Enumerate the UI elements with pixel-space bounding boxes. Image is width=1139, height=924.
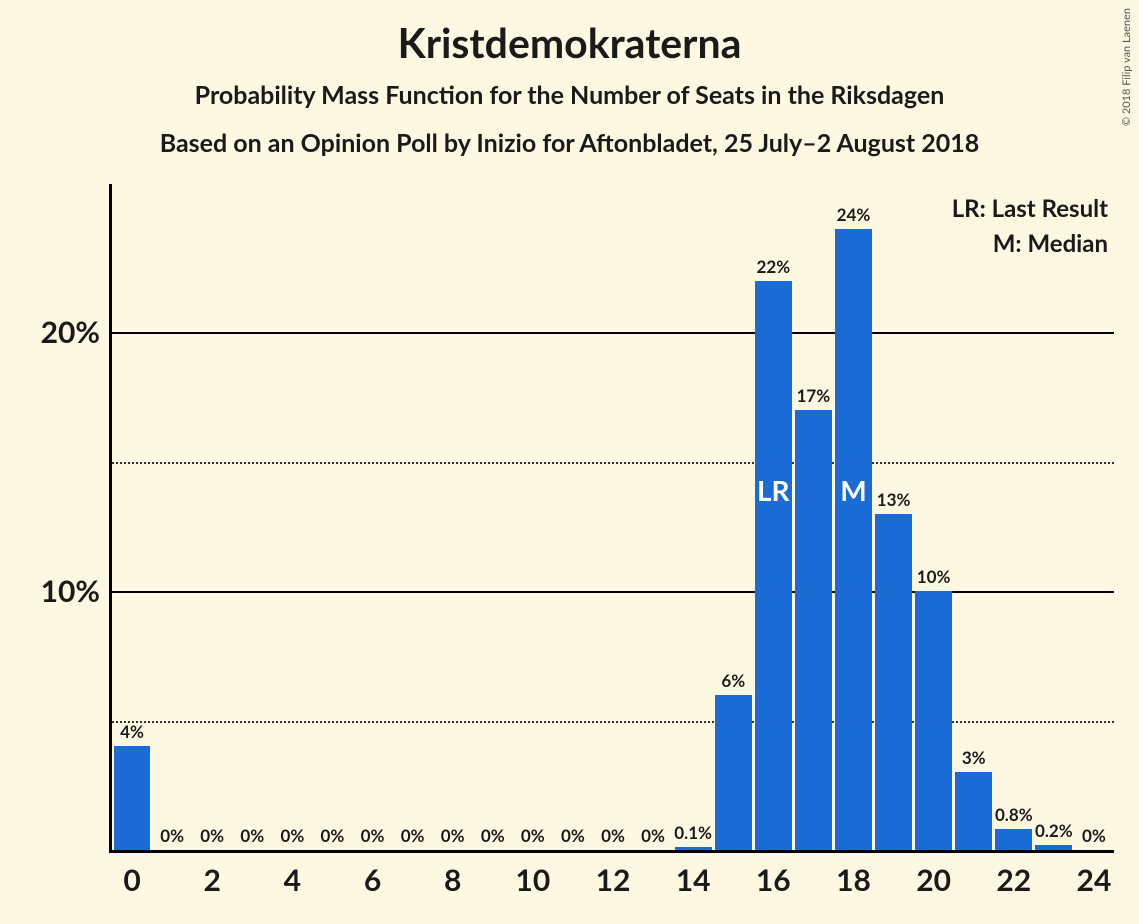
y-tick-label: 10% [41, 573, 100, 609]
x-tick-label: 14 [676, 862, 711, 898]
x-tick-label: 10 [515, 862, 550, 898]
chart-plot-area: LR: Last Result M: Median 10%20%4%00%0%2… [112, 190, 1114, 850]
legend-line-m: M: Median [952, 229, 1108, 258]
bar-marker: LR [755, 473, 792, 507]
x-tick-label: 16 [756, 862, 791, 898]
chart-subtitle-2-text: Based on an Opinion Poll by Inizio for A… [160, 128, 980, 158]
x-tick-label: 6 [364, 862, 381, 898]
gridline-minor [112, 462, 1114, 464]
x-tick-label: 0 [123, 862, 140, 898]
x-tick-label: 24 [1077, 862, 1112, 898]
x-axis-line [110, 850, 1114, 853]
x-tick-label: 18 [836, 862, 871, 898]
x-tick-label: 4 [284, 862, 301, 898]
gridline-minor [112, 721, 1114, 723]
x-tick-label: 20 [916, 862, 951, 898]
chart-title-main: Kristdemokraterna [398, 18, 742, 67]
gridline-major [112, 591, 1114, 593]
chart-subtitle-1: Probability Mass Function for the Number… [0, 80, 1139, 110]
chart-subtitle-1-text: Probability Mass Function for the Number… [195, 80, 945, 110]
x-tick-label: 22 [996, 862, 1031, 898]
x-tick-label: 8 [444, 862, 461, 898]
bar [915, 591, 952, 850]
bar [715, 695, 752, 850]
bar [875, 514, 912, 850]
bar-value-label: 0% [1064, 825, 1124, 846]
chart-title: Kristdemokraterna [0, 18, 1139, 67]
y-tick-label: 20% [41, 314, 100, 350]
y-axis-line [109, 184, 112, 853]
gridline-major [112, 332, 1114, 334]
bar-value-label: 3% [944, 747, 1004, 768]
bar [835, 229, 872, 850]
bar-value-label: 24% [823, 204, 883, 225]
bar-value-label: 22% [743, 256, 803, 277]
bar-value-label: 13% [864, 489, 924, 510]
legend-line-lr: LR: Last Result [952, 194, 1108, 223]
x-tick-label: 2 [203, 862, 220, 898]
bar [795, 410, 832, 850]
chart-subtitle-2: Based on an Opinion Poll by Inizio for A… [0, 128, 1139, 158]
bar-marker: M [835, 473, 872, 507]
x-tick-label: 12 [596, 862, 631, 898]
bar-value-label: 10% [904, 566, 964, 587]
chart-legend: LR: Last Result M: Median [952, 194, 1108, 258]
bar [755, 281, 792, 850]
